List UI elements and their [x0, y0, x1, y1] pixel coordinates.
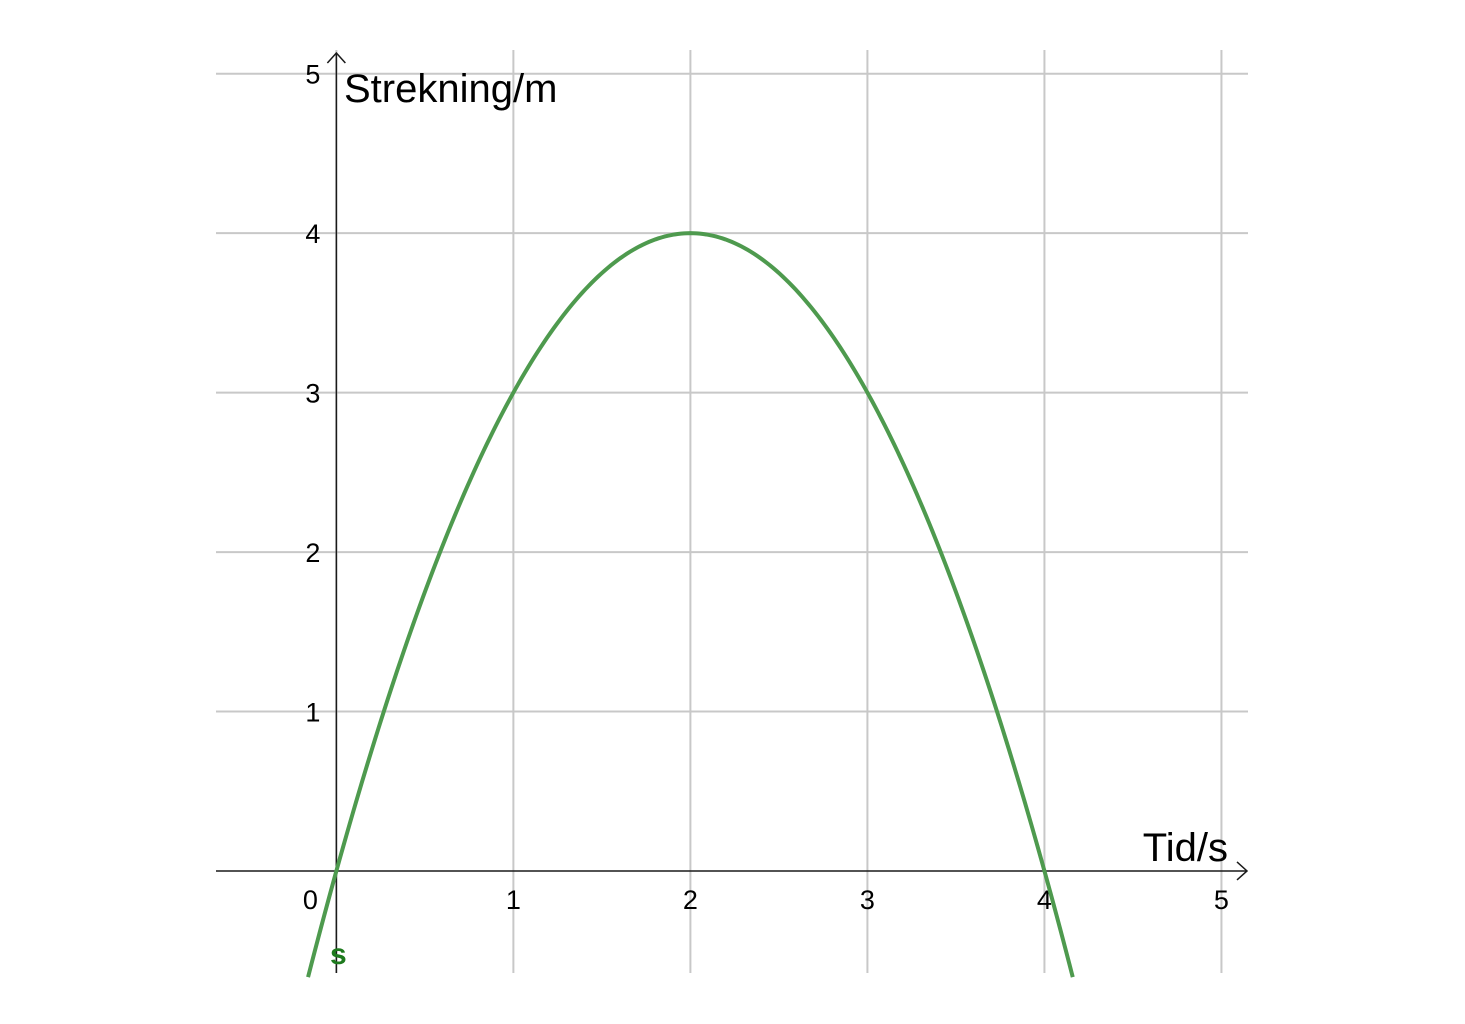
y-tick-label-4: 4 [305, 219, 320, 249]
x-tick-label-0: 0 [303, 885, 318, 915]
x-tick-label-2: 2 [683, 885, 698, 915]
grid [216, 50, 1248, 973]
y-tick-label-5: 5 [305, 60, 320, 90]
y-tick-labels: 1 2 3 4 5 [305, 60, 320, 728]
y-tick-label-3: 3 [305, 379, 320, 409]
x-axis-arrow [1236, 861, 1249, 881]
y-axis-arrow [326, 51, 346, 64]
series-s-label: s [330, 938, 347, 971]
series-s-curve [306, 231, 1075, 978]
x-tick-label-4: 4 [1037, 885, 1052, 915]
y-tick-label-2: 2 [305, 538, 320, 568]
x-tick-label-1: 1 [506, 885, 521, 915]
y-tick-label-1: 1 [305, 698, 320, 728]
x-tick-labels: 0 1 2 3 4 5 [303, 885, 1229, 915]
x-tick-label-3: 3 [860, 885, 875, 915]
y-axis-title: Strekning/m [344, 67, 557, 111]
axes [216, 51, 1249, 973]
x-axis-title: Tid/s [1143, 826, 1228, 870]
x-tick-label-5: 5 [1214, 885, 1229, 915]
